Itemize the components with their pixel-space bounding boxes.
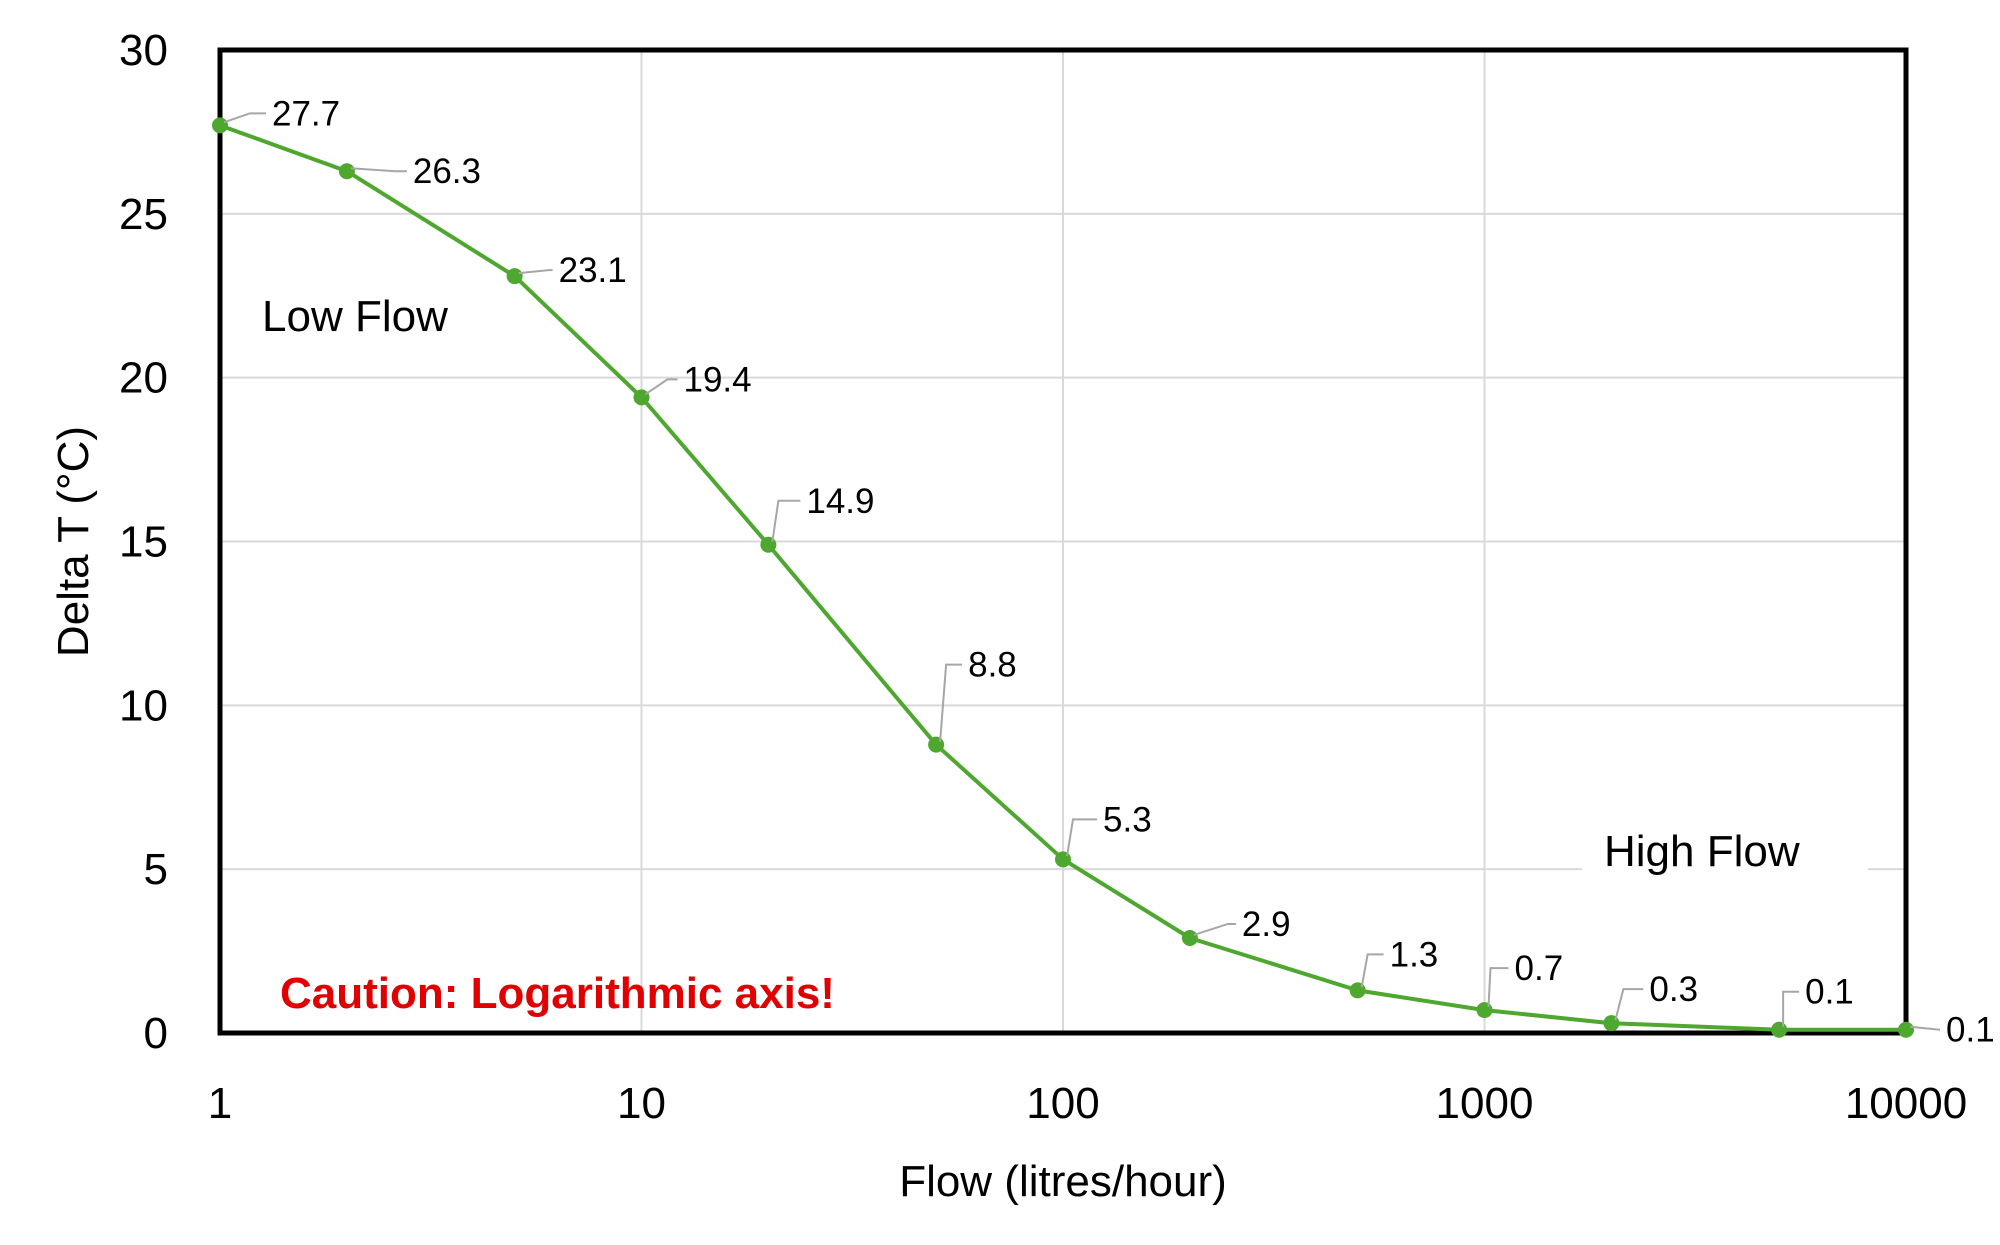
label-leader-7	[1193, 922, 1236, 936]
high-flow-annotation: High Flow	[1604, 827, 1800, 876]
data-label-3: 19.4	[684, 360, 752, 399]
label-leader-5	[939, 663, 963, 742]
label-leader-10	[1614, 988, 1644, 1021]
data-label-7: 2.9	[1242, 905, 1291, 944]
x-tick-label-0: 1	[208, 1079, 232, 1128]
data-point-9	[1476, 1002, 1493, 1019]
data-point-12	[1898, 1021, 1914, 1038]
plot-area-border	[217, 47, 1909, 1036]
data-point-0	[212, 117, 228, 134]
data-labels: 27.7 26.3 23.1 19.4 14.9 8.8 5.3 2.9 1.3 0.7 0.3 0.…	[272, 94, 1995, 1049]
label-leader-2	[518, 269, 553, 275]
data-label-12: 0.1	[1946, 1011, 1995, 1050]
low-flow-annotation: Low Flow	[262, 292, 448, 341]
data-label-5: 8.8	[968, 646, 1017, 685]
data-point-1	[338, 163, 355, 180]
high-flow-label-background	[1582, 822, 1868, 882]
label-leader-11	[1782, 990, 1800, 1027]
data-point-8	[1349, 982, 1366, 999]
y-tick-label-5: 25	[119, 190, 168, 239]
data-point-3	[633, 389, 650, 406]
x-axis-title: Flow (litres/hour)	[899, 1157, 1227, 1206]
label-leader-3	[644, 378, 678, 396]
x-tick-label-3: 1000	[1436, 1079, 1534, 1128]
data-label-9: 0.7	[1515, 949, 1564, 988]
data-point-6	[1055, 851, 1071, 868]
label-leader-1	[350, 167, 407, 173]
caution-annotation: Caution: Logarithmic axis!	[280, 969, 835, 1018]
data-point-7	[1181, 929, 1198, 946]
data-point-4	[760, 536, 777, 553]
label-leader-12	[1909, 1025, 1941, 1031]
label-leader-9	[1487, 967, 1509, 1008]
data-label-11: 0.1	[1805, 973, 1854, 1012]
data-label-6: 5.3	[1103, 800, 1152, 839]
low-flow-label-background	[252, 288, 472, 344]
label-leader-4	[771, 499, 801, 542]
x-tick-label-4: 10000	[1845, 1079, 1967, 1128]
y-tick-label-2: 10	[119, 681, 168, 730]
label-leader-6	[1066, 818, 1097, 857]
data-label-10: 0.3	[1649, 970, 1698, 1009]
label-leader-8	[1360, 953, 1384, 988]
data-label-0: 27.7	[272, 94, 340, 133]
x-tick-label-1: 10	[617, 1079, 666, 1128]
y-tick-label-6: 30	[119, 26, 168, 75]
data-label-2: 23.1	[559, 251, 627, 290]
y-tick-label-3: 15	[119, 518, 168, 567]
gridlines	[219, 49, 1907, 1034]
label-leader-0	[223, 112, 266, 124]
data-point-5	[928, 736, 945, 753]
y-tick-label-4: 20	[119, 354, 168, 403]
data-point-2	[506, 268, 523, 285]
data-label-8: 1.3	[1390, 935, 1439, 974]
y-tick-label-1: 5	[144, 845, 168, 894]
y-tick-label-0: 0	[144, 1009, 168, 1058]
data-label-1: 26.3	[413, 152, 481, 191]
data-label-leaders	[223, 112, 1941, 1031]
axis-tick-labels: 1 10 100 1000 10000 0 5 10 15 20 25 30	[119, 26, 1967, 1128]
data-label-4: 14.9	[806, 482, 874, 521]
y-axis-title: Delta T (°C)	[49, 426, 98, 657]
x-tick-label-2: 100	[1026, 1079, 1099, 1128]
data-point-11	[1771, 1021, 1788, 1038]
